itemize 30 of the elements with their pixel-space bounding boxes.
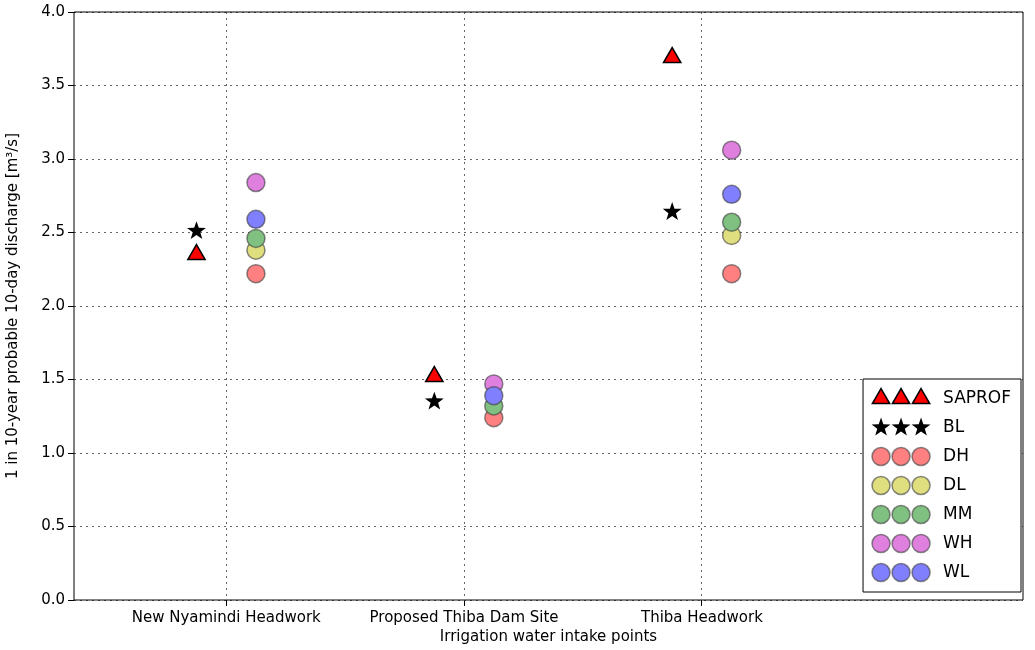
point bbox=[246, 228, 266, 249]
point bbox=[246, 263, 266, 284]
legend-label: DL bbox=[943, 473, 967, 494]
legend-label: SAPROF bbox=[943, 386, 1012, 407]
y-axis-title: 1 in 10-year probable 10-day discharge [m³/s] bbox=[2, 132, 21, 480]
legend-label: WL bbox=[943, 560, 970, 581]
x-tick-label: Proposed Thiba Dam Site bbox=[369, 607, 559, 626]
point bbox=[721, 212, 742, 232]
point bbox=[246, 209, 266, 230]
y-tick-label: 2.0 bbox=[41, 295, 65, 314]
y-tick-label: 0.5 bbox=[41, 516, 65, 535]
point bbox=[246, 172, 266, 193]
legend-label: DH bbox=[943, 444, 969, 465]
y-tick-label: 0.0 bbox=[41, 589, 65, 608]
legend-label: MM bbox=[943, 502, 973, 523]
x-tick-label: Thiba Headwork bbox=[639, 607, 764, 626]
legend-label: BL bbox=[943, 415, 965, 436]
point bbox=[721, 263, 742, 284]
point bbox=[721, 140, 742, 160]
y-tick-label: 2.5 bbox=[41, 222, 65, 241]
x-tick-label: New Nyamindi Headwork bbox=[131, 607, 322, 626]
point bbox=[721, 184, 742, 205]
point bbox=[484, 385, 504, 406]
y-tick-label: 1.0 bbox=[41, 442, 65, 461]
x-axis-title: Irrigation water intake points bbox=[439, 626, 658, 645]
y-tick-label: 4.0 bbox=[41, 1, 65, 20]
y-tick-label: 3.0 bbox=[41, 148, 65, 167]
legend-label: WH bbox=[943, 531, 973, 552]
y-tick-label: 3.5 bbox=[41, 75, 65, 94]
y-tick-label: 1.5 bbox=[41, 369, 65, 388]
